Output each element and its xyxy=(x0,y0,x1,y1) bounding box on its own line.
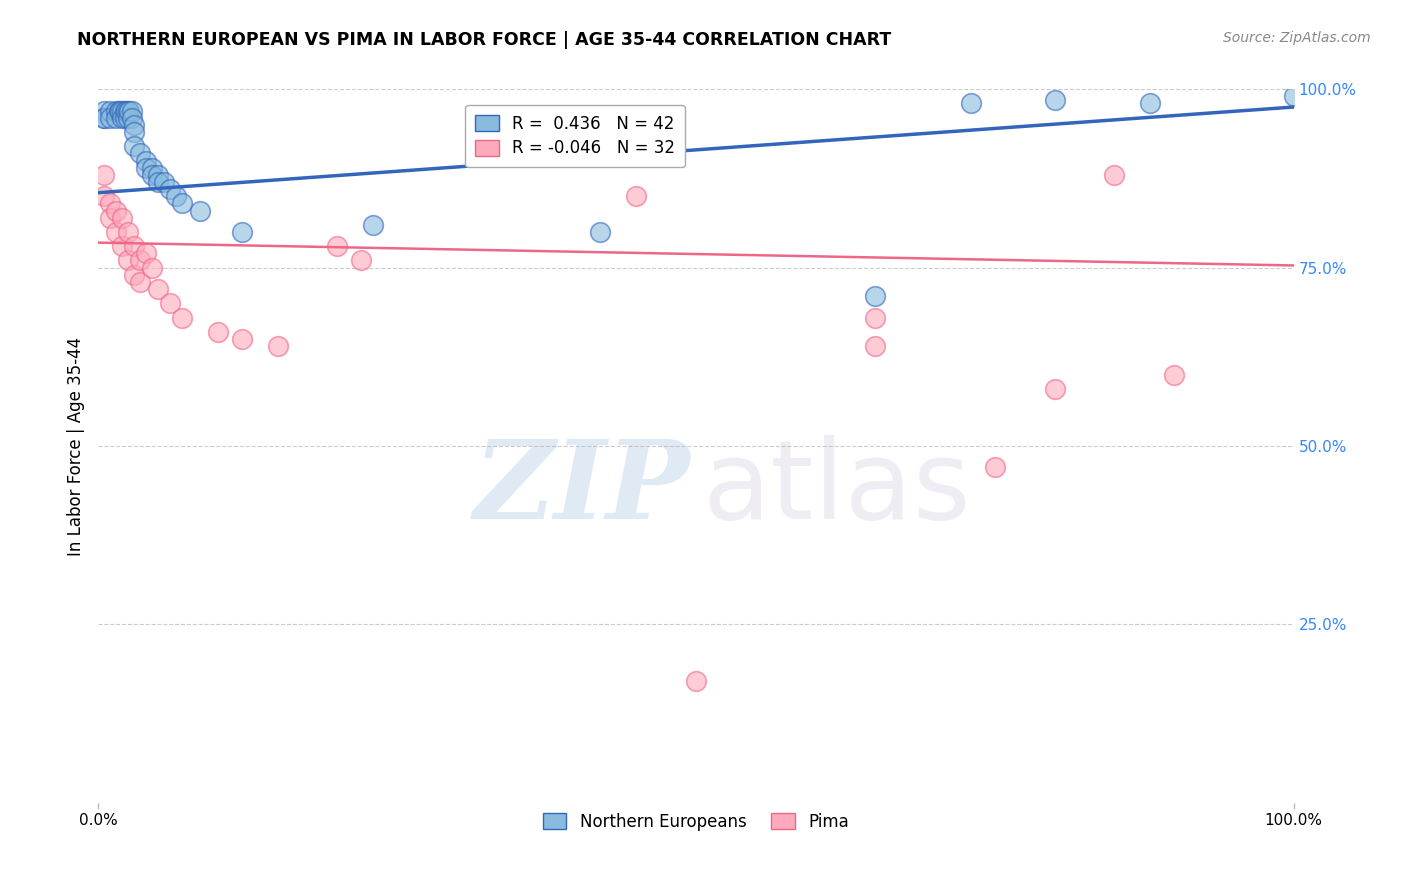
Point xyxy=(124,139,146,153)
Point xyxy=(589,225,612,239)
Text: ZIP: ZIP xyxy=(474,435,690,542)
Point xyxy=(1104,168,1126,182)
Point xyxy=(118,103,141,118)
Point xyxy=(117,253,139,268)
Point xyxy=(326,239,349,253)
Text: NORTHERN EUROPEAN VS PIMA IN LABOR FORCE | AGE 35-44 CORRELATION CHART: NORTHERN EUROPEAN VS PIMA IN LABOR FORCE… xyxy=(77,31,891,49)
Point xyxy=(1043,93,1066,107)
Point xyxy=(93,189,115,203)
Point xyxy=(231,332,253,346)
Point xyxy=(107,103,129,118)
Point xyxy=(93,168,115,182)
Point xyxy=(141,161,163,175)
Point xyxy=(865,339,887,353)
Point xyxy=(135,246,157,260)
Point xyxy=(114,111,136,125)
Point xyxy=(111,239,134,253)
Text: atlas: atlas xyxy=(702,435,970,542)
Point xyxy=(626,189,648,203)
Point xyxy=(363,218,385,232)
Point xyxy=(124,239,146,253)
Point xyxy=(1163,368,1185,382)
Point xyxy=(685,674,707,689)
Point xyxy=(135,153,157,168)
Point xyxy=(124,118,146,132)
Point xyxy=(141,168,163,182)
Point xyxy=(129,275,152,289)
Point xyxy=(350,253,373,268)
Point xyxy=(148,175,170,189)
Point xyxy=(111,111,134,125)
Point xyxy=(188,203,211,218)
Point xyxy=(108,103,131,118)
Point xyxy=(172,310,194,325)
Point xyxy=(207,325,229,339)
Point xyxy=(129,253,152,268)
Point xyxy=(121,103,143,118)
Point xyxy=(98,196,122,211)
Point xyxy=(865,310,887,325)
Text: Source: ZipAtlas.com: Source: ZipAtlas.com xyxy=(1223,31,1371,45)
Y-axis label: In Labor Force | Age 35-44: In Labor Force | Age 35-44 xyxy=(66,336,84,556)
Point xyxy=(159,296,181,310)
Point xyxy=(172,196,194,211)
Point xyxy=(115,103,138,118)
Point xyxy=(117,111,139,125)
Point xyxy=(93,111,115,125)
Point xyxy=(117,225,139,239)
Point xyxy=(148,282,170,296)
Point xyxy=(141,260,163,275)
Point xyxy=(105,103,128,118)
Point xyxy=(165,189,187,203)
Point xyxy=(1282,89,1305,103)
Point xyxy=(117,103,139,118)
Point xyxy=(148,168,170,182)
Point xyxy=(984,460,1007,475)
Point xyxy=(98,211,122,225)
Point xyxy=(121,111,143,125)
Point xyxy=(135,161,157,175)
Point xyxy=(267,339,290,353)
Point xyxy=(105,111,128,125)
Point xyxy=(98,103,122,118)
Point xyxy=(93,111,115,125)
Point xyxy=(865,289,887,303)
Point xyxy=(93,103,115,118)
Point xyxy=(231,225,253,239)
Point xyxy=(1043,382,1066,396)
Point xyxy=(124,125,146,139)
Point xyxy=(153,175,176,189)
Point xyxy=(1139,96,1161,111)
Point xyxy=(105,203,128,218)
Point xyxy=(124,268,146,282)
Point xyxy=(105,225,128,239)
Point xyxy=(114,103,136,118)
Point xyxy=(111,211,134,225)
Point xyxy=(98,111,122,125)
Point xyxy=(159,182,181,196)
Point xyxy=(129,146,152,161)
Point xyxy=(111,103,134,118)
Point xyxy=(960,96,983,111)
Legend: Northern Europeans, Pima: Northern Europeans, Pima xyxy=(536,806,856,838)
